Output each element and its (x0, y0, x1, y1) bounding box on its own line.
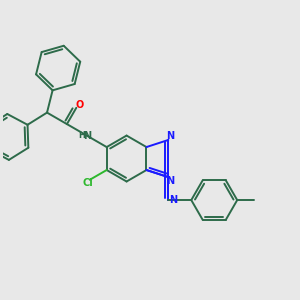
Text: O: O (76, 100, 84, 110)
Text: N: N (166, 131, 174, 141)
Text: N: N (169, 195, 177, 205)
Text: H: H (79, 131, 86, 140)
Text: Cl: Cl (83, 178, 94, 188)
Text: N: N (166, 176, 174, 186)
Text: N: N (83, 130, 91, 141)
